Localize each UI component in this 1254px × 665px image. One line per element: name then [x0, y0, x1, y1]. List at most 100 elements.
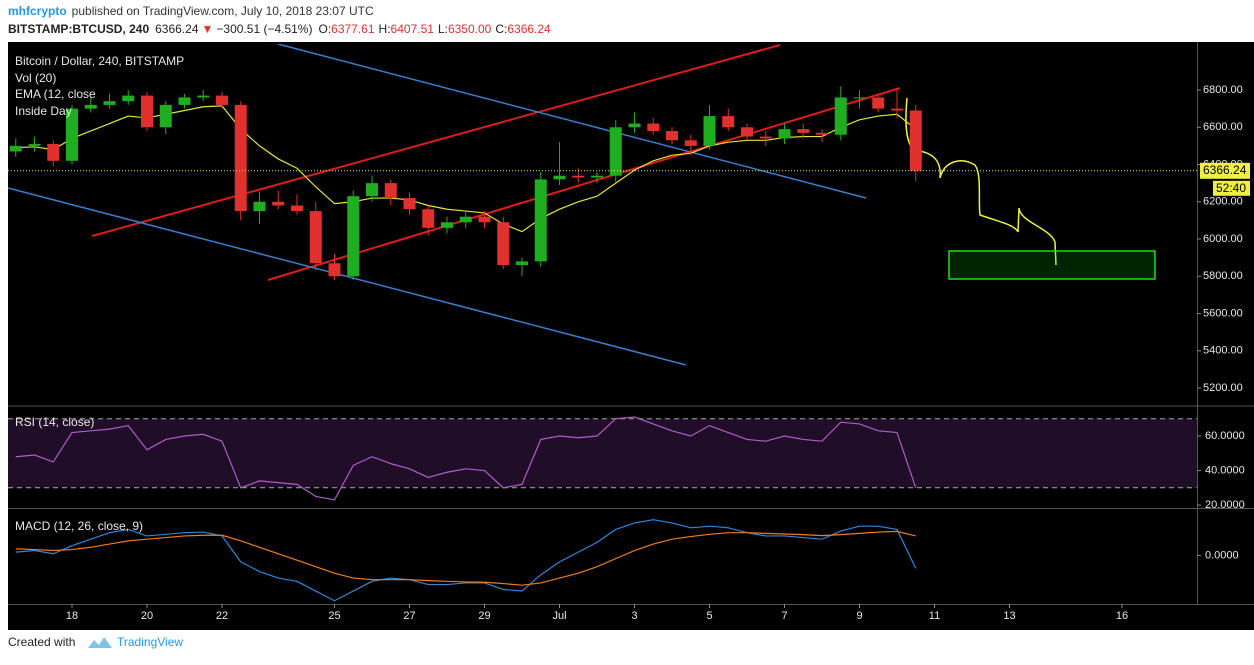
open-label: O: [318, 22, 331, 36]
y-tick-label: 6600.00 [1203, 121, 1243, 133]
author[interactable]: mhfcrypto [8, 4, 67, 18]
indicator-line [15, 530, 916, 586]
x-tick-label: Jul [552, 610, 566, 622]
y-tick-label: 5400.00 [1203, 345, 1243, 357]
logo-shape [88, 637, 112, 648]
high-label: H: [379, 22, 391, 36]
trend-line[interactable] [8, 187, 687, 366]
indicator-line [15, 519, 917, 602]
published: published on TradingView.com, July 10, 2… [72, 4, 374, 18]
low: 6350.00 [448, 22, 492, 36]
last-price-box [1200, 162, 1250, 179]
y-tick-label: 40.0000 [1205, 464, 1245, 476]
y-tick-label: 5800.00 [1203, 270, 1243, 282]
last-price-label: 6366.24 [1203, 163, 1247, 177]
candle-body [122, 95, 135, 102]
candle-body [741, 127, 753, 137]
price-pane [8, 44, 1197, 366]
candle-body [66, 108, 78, 161]
y-tick-label: 6000.00 [1203, 233, 1243, 245]
candle-body [853, 97, 866, 99]
candle-body [9, 145, 22, 152]
y-tick-label: 5200.00 [1203, 382, 1243, 394]
candle-body [478, 216, 491, 223]
series-title: Bitcoin / Dollar, 240, BITSTAMP [15, 54, 184, 68]
rsi-band [8, 418, 1197, 488]
candle-body [834, 97, 847, 135]
channel-line[interactable] [91, 44, 781, 237]
candle-body [216, 95, 228, 105]
countdown: 52:40 [1216, 181, 1246, 195]
candle-body [534, 179, 547, 262]
arrow: ▼ [202, 22, 214, 36]
candle-body [141, 95, 153, 128]
candle-body [366, 183, 378, 197]
candle-body [591, 175, 603, 178]
candle-body [197, 95, 210, 98]
candle-body [459, 216, 472, 223]
candle-body [253, 201, 266, 212]
axes: 5200.00 5400.00 5600.00 5800.00 6000.00 6200.… [66, 84, 1250, 622]
x-tick-label: 9 [856, 610, 862, 622]
candle-body [84, 104, 97, 109]
candle-body [422, 209, 435, 228]
candle-body [722, 116, 735, 128]
countdown-box [1213, 180, 1250, 196]
candle-body [497, 222, 510, 266]
candle-body [872, 97, 885, 109]
legend-entry: EMA (12, close [15, 87, 96, 101]
candle-body [759, 136, 772, 139]
x-tick-label: 27 [403, 610, 415, 622]
candle-body [441, 222, 453, 228]
low-label: L: [438, 22, 448, 36]
high: 6407.51 [391, 22, 435, 36]
close-label: C: [495, 22, 507, 36]
rsi-title: RSI (14, close) [15, 415, 94, 429]
legend-entry: Vol (20) [15, 71, 56, 85]
x-tick-label: 25 [328, 610, 340, 622]
x-tick-label: 22 [216, 610, 228, 622]
quote-line: BITSTAMP:BTCUSD, 240 6366.24 ▼ −300.51 (−4.… [8, 22, 551, 36]
header-line: mhfcrypto published on TradingView.com, J… [8, 4, 374, 18]
symbol: BITSTAMP:BTCUSD, 240 [8, 22, 149, 36]
change: −300.51 (−4.51%) [216, 22, 312, 36]
footer-brand[interactable]: TradingView [117, 635, 183, 649]
x-tick-label: 20 [141, 610, 153, 622]
y-tick-label: 5600.00 [1203, 307, 1243, 319]
x-tick-label: 29 [478, 610, 490, 622]
candle-body [347, 196, 360, 277]
candle-body [291, 205, 303, 212]
last: 6366.24 [155, 22, 199, 36]
candle-body [309, 211, 322, 264]
tradingview-logo[interactable] [88, 637, 112, 648]
legend-entry: Inside Day [15, 104, 72, 118]
x-tick-label: 5 [706, 610, 712, 622]
candle-body [234, 104, 247, 212]
candle-body [159, 104, 172, 128]
candle-body [909, 110, 922, 171]
candle-body [178, 97, 191, 105]
candle-body [403, 198, 416, 210]
indicator-line [15, 416, 917, 501]
candle-body [553, 175, 566, 180]
candle-body [684, 140, 697, 146]
x-tick-label: 18 [66, 610, 78, 622]
y-tick-label: 60.0000 [1205, 430, 1245, 442]
candle-body [28, 144, 41, 146]
candle-body [891, 108, 903, 111]
x-tick-label: 7 [781, 610, 787, 622]
candle-body [272, 201, 285, 206]
candle-body [47, 144, 60, 161]
rsi-pane [8, 416, 1197, 501]
open: 6377.61 [331, 22, 375, 36]
footer-created: Created with [8, 635, 75, 649]
candle-body [703, 116, 716, 146]
channel-line[interactable] [267, 87, 901, 281]
y-tick-label: 6800.00 [1203, 84, 1243, 96]
candle-body [384, 183, 397, 199]
trend-line[interactable] [277, 44, 867, 199]
close: 6366.24 [507, 22, 551, 36]
target-zone[interactable] [948, 250, 1156, 280]
